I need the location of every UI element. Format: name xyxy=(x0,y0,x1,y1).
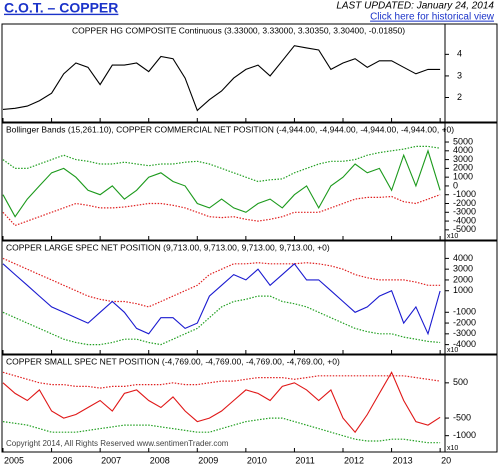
y-tick-label: -5000 xyxy=(453,224,476,234)
last-updated: LAST UPDATED: January 24, 2014 xyxy=(336,1,494,12)
panel-title: COPPER SMALL SPEC NET POSITION (-4,769.0… xyxy=(6,356,340,366)
panel-frame xyxy=(1,122,498,241)
axis-multiplier: x10 xyxy=(447,445,458,452)
panel-frame xyxy=(1,240,498,355)
band-line xyxy=(2,371,441,389)
y-tick-label: 2000 xyxy=(453,163,473,173)
y-tick-label: -1000 xyxy=(453,189,476,199)
x-tick-label: 2011 xyxy=(295,455,314,465)
y-tick-label: 4000 xyxy=(453,253,473,263)
y-tick-label: 5000 xyxy=(453,136,473,146)
y-tick-label: -1000 xyxy=(453,430,476,440)
page-title: C.O.T. – COPPER xyxy=(4,0,118,16)
y-tick-label: 500 xyxy=(453,377,468,387)
band-line xyxy=(2,145,441,183)
panel-title: Bollinger Bands (15,261.10), COPPER COMM… xyxy=(6,124,454,134)
historical-link[interactable]: Click here for historical view xyxy=(370,12,495,23)
x-tick-label: 2005 xyxy=(4,455,24,465)
y-tick-label: -3000 xyxy=(453,207,476,217)
y-tick-label: -500 xyxy=(453,412,471,422)
band-line xyxy=(2,257,441,308)
copyright: Copyright 2014, All Rights Reserved www.… xyxy=(6,439,229,448)
y-tick-label: 2 xyxy=(457,92,462,102)
y-tick-label: 4000 xyxy=(453,145,473,155)
y-tick-label: 2000 xyxy=(453,274,473,284)
y-tick-label: 4 xyxy=(457,49,462,59)
axis-multiplier: x10 xyxy=(447,233,458,240)
y-tick-label: 3 xyxy=(457,70,462,80)
x-tick-label: 2007 xyxy=(101,455,121,465)
y-tick-label: 1000 xyxy=(453,172,473,182)
y-tick-label: 1000 xyxy=(453,285,473,295)
x-tick-label: 2012 xyxy=(344,455,364,465)
data-line xyxy=(2,262,441,336)
y-tick-label: -2000 xyxy=(453,198,476,208)
x-tick-label: 2009 xyxy=(198,455,218,465)
y-tick-label: -1000 xyxy=(453,307,476,317)
y-tick-label: 3000 xyxy=(453,264,473,274)
y-tick-label: -4000 xyxy=(453,339,476,349)
x-tick-label: 2013 xyxy=(393,455,413,465)
y-tick-label: -4000 xyxy=(453,215,476,225)
x-tick-label: 2006 xyxy=(53,455,73,465)
y-tick-label: -3000 xyxy=(453,328,476,338)
y-tick-label: 0 xyxy=(453,180,458,190)
panel-title: COPPER HG COMPOSITE Continuous (3.33000,… xyxy=(72,25,405,35)
panel-title: COPPER LARGE SPEC NET POSITION (9,713.00… xyxy=(6,242,330,252)
x-tick-label: 2010 xyxy=(247,455,267,465)
data-line xyxy=(2,149,441,218)
panel-frame xyxy=(1,23,498,123)
x-tick-label: 20 xyxy=(441,455,451,465)
y-tick-label: 3000 xyxy=(453,154,473,164)
band-line xyxy=(2,295,441,346)
panel-frame xyxy=(1,354,498,453)
data-line xyxy=(2,371,441,434)
data-line xyxy=(2,45,441,112)
x-tick-label: 2008 xyxy=(150,455,170,465)
axis-multiplier: x10 xyxy=(447,347,458,354)
y-tick-label: -2000 xyxy=(453,317,476,327)
